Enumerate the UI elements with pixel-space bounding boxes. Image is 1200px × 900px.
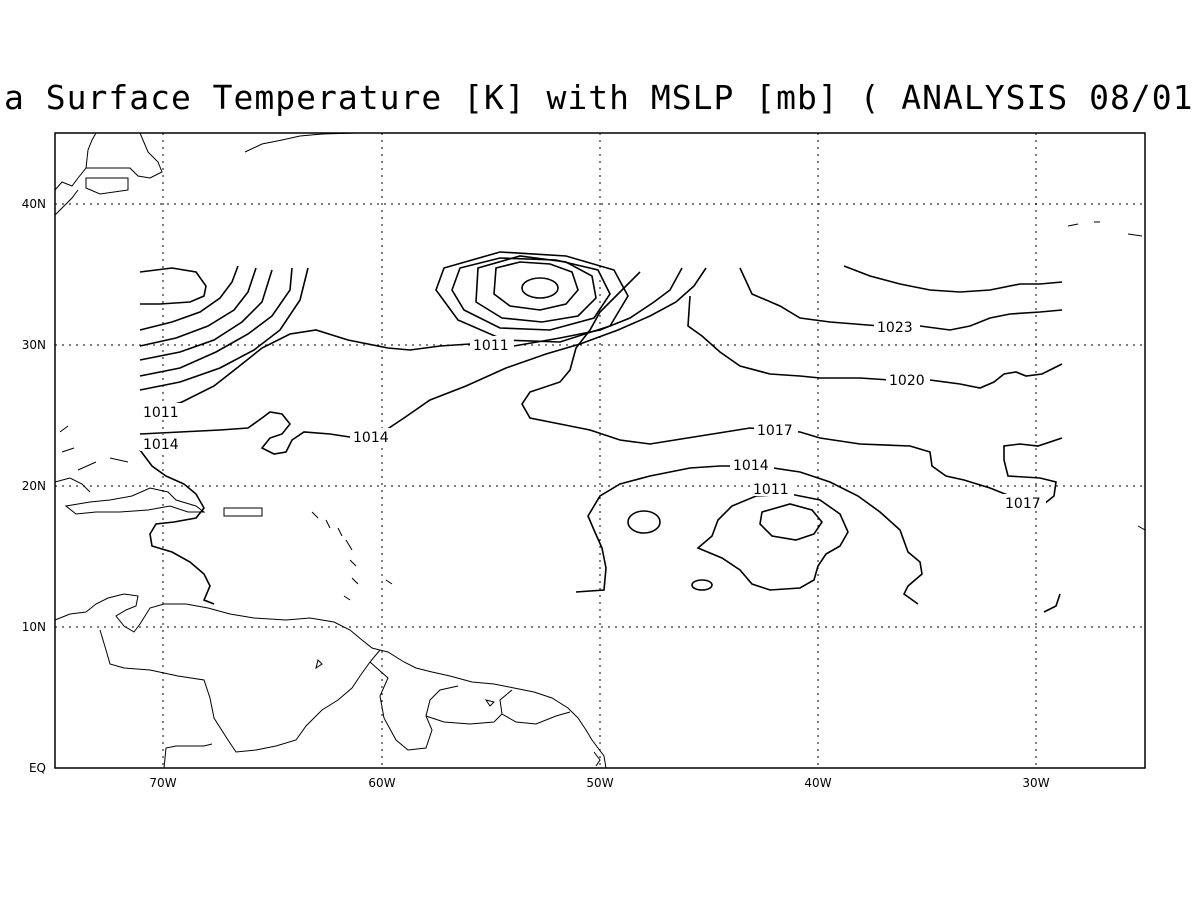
coast-south-america [85, 593, 607, 769]
coastlines [54, 132, 1146, 769]
isobar-low-ring-3 [451, 257, 611, 331]
coast-azores [1067, 221, 1143, 237]
isobar-low-ring-1 [493, 261, 579, 311]
coast-cape-verde [1137, 525, 1146, 531]
contour-label-1014-west: 1014 [143, 437, 179, 453]
isobar-caribbean [139, 449, 215, 605]
isobar-1023-top [843, 265, 1063, 293]
label-bg-1017-east [1002, 494, 1046, 510]
contour-labels: 1011 1011 1014 1014 1017 1017 1011 1014 … [140, 318, 1046, 512]
isobar-1011-south [696, 493, 849, 591]
label-bg-1011-center [470, 336, 514, 352]
isobar-nw-2 [139, 265, 239, 331]
lon-label-40w: 40W [804, 776, 831, 790]
coast-amazon-border [163, 743, 213, 769]
lat-label-20n: 20N [22, 479, 46, 493]
isobar-1017-upper [687, 295, 891, 381]
isobar-low-ring-4 [435, 251, 629, 343]
isobar-1020-left [739, 267, 881, 327]
border-french-guiana [501, 711, 571, 725]
label-bg-1011-west [140, 403, 184, 419]
coast-hispaniola [64, 487, 206, 515]
lat-label-30n: 30N [22, 338, 46, 352]
isobar-nw-5 [139, 267, 293, 377]
coast-new-england [54, 132, 97, 191]
border-suriname [425, 689, 513, 725]
isobar-nw-1 [139, 267, 207, 305]
label-bg-1014-south [730, 456, 774, 472]
coast-lesser-antilles [311, 511, 393, 601]
coast-central-america [54, 611, 87, 621]
isobar-nw-3 [139, 267, 257, 347]
coast-bahamas [59, 425, 129, 471]
isobar-east-stub [1043, 593, 1061, 613]
isobar-small-low-1 [627, 510, 661, 534]
isobar-nw-4 [139, 269, 273, 361]
lat-label-eq: EQ [29, 761, 46, 775]
coast-trinidad [315, 659, 323, 670]
coast-island [484, 699, 495, 707]
label-bg-1023 [874, 318, 918, 334]
isobar-1011-long [139, 267, 683, 415]
coast-massachusetts [85, 177, 129, 195]
contour-label-1023: 1023 [877, 320, 913, 336]
contour-label-1017-east: 1017 [1005, 496, 1041, 512]
label-bg-1014-west [140, 435, 184, 451]
isobars [139, 251, 1063, 613]
lon-label-30w: 30W [1022, 776, 1049, 790]
isobar-1020-right [929, 363, 1063, 389]
gridlines [55, 133, 1145, 768]
lon-axis: 70W 60W 50W 40W 30W [149, 776, 1049, 790]
chart-title-text: a Surface Temperature [K] with MSLP [mb]… [4, 78, 1200, 117]
contour-label-1011-center: 1011 [473, 338, 509, 354]
lat-label-10n: 10N [22, 620, 46, 634]
isobar-small-low-2 [691, 579, 713, 591]
lat-axis: EQ 10N 20N 30N 40N [22, 197, 46, 775]
label-bg-1011-south [750, 480, 794, 496]
contour-label-1017-center: 1017 [757, 423, 793, 439]
isobar-1014-north [139, 267, 707, 455]
contour-label-1011-south: 1011 [753, 482, 789, 498]
lat-label-40n: 40N [22, 197, 46, 211]
isobar-nw-6 [139, 267, 309, 391]
border-colombia-venezuela [99, 629, 381, 753]
isobar-1023-right [919, 309, 1063, 331]
isobar-low-core [521, 277, 559, 299]
label-bg-1017-center [754, 421, 798, 437]
coast-nova-scotia [244, 132, 359, 153]
coast-cuba [54, 477, 91, 493]
contour-label-1014-center: 1014 [353, 430, 389, 446]
chart-title: a Surface Temperature [K] with MSLP [mb]… [0, 78, 1200, 126]
lon-label-70w: 70W [149, 776, 176, 790]
border-guyana [369, 661, 459, 751]
coast-long-island [54, 189, 79, 216]
lon-label-50w: 50W [586, 776, 613, 790]
coast-maine [86, 132, 163, 179]
isobar-low-south-core [759, 503, 823, 541]
isobar-1014-south [575, 465, 923, 605]
contour-label-1011-west: 1011 [143, 405, 179, 421]
isobar-1017-east [1003, 437, 1063, 505]
coast-puerto-rico [223, 507, 263, 517]
label-bg-1014-center [350, 428, 394, 444]
lon-label-60w: 60W [368, 776, 395, 790]
coast-amazon-mouth [593, 751, 601, 767]
isobar-1017-main [521, 271, 1011, 497]
contour-label-1020: 1020 [889, 373, 925, 389]
contour-label-1014-south: 1014 [733, 458, 769, 474]
label-bg-1020 [886, 371, 930, 387]
